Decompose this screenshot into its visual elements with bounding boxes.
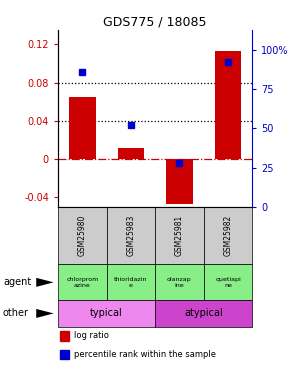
Bar — [117, 148, 144, 159]
Bar — [106, 264, 155, 300]
Text: chlorprom
azine: chlorprom azine — [66, 277, 98, 288]
Text: GSM25980: GSM25980 — [78, 215, 87, 256]
Bar — [60, 350, 69, 359]
Text: log ratio: log ratio — [74, 332, 108, 340]
Text: thioridazin
e: thioridazin e — [114, 277, 148, 288]
Bar — [155, 207, 204, 264]
Bar — [166, 159, 193, 204]
Bar — [58, 264, 106, 300]
Bar — [58, 300, 155, 327]
Text: agent: agent — [3, 278, 31, 287]
Bar — [204, 264, 252, 300]
Bar — [106, 207, 155, 264]
Title: GDS775 / 18085: GDS775 / 18085 — [104, 16, 207, 29]
Bar — [60, 331, 69, 340]
Bar — [204, 207, 252, 264]
Text: atypical: atypical — [184, 308, 223, 318]
Text: GSM25982: GSM25982 — [224, 215, 233, 256]
Bar — [155, 300, 252, 327]
Bar — [215, 51, 241, 159]
Text: quetiapi
ne: quetiapi ne — [215, 277, 241, 288]
Bar — [58, 207, 106, 264]
Text: percentile rank within the sample: percentile rank within the sample — [74, 350, 215, 359]
Text: GSM25983: GSM25983 — [126, 215, 135, 256]
Text: GSM25981: GSM25981 — [175, 215, 184, 256]
Text: olanzap
ine: olanzap ine — [167, 277, 192, 288]
Text: typical: typical — [90, 308, 123, 318]
Bar — [69, 97, 96, 159]
Text: other: other — [3, 308, 29, 318]
Bar — [155, 264, 204, 300]
